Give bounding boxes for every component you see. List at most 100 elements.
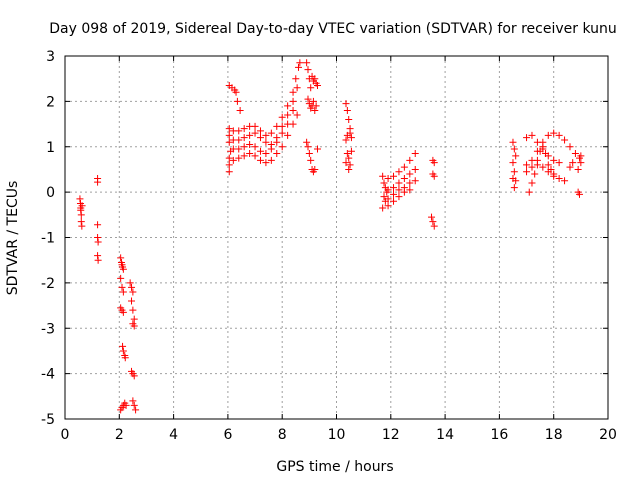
data-point [77,206,85,214]
data-point [246,150,254,158]
data-point [395,193,403,201]
data-point [233,97,241,105]
y-tick-label: -1 [41,231,55,247]
data-point [284,102,292,110]
data-point [273,150,281,158]
x-tick-label: 20 [599,427,617,443]
data-point [406,186,414,194]
data-point [232,88,240,96]
data-point [379,204,387,212]
data-point [400,163,408,171]
data-point [262,131,270,139]
data-point [406,170,414,178]
x-tick-label: 2 [115,427,124,443]
data-point [229,156,237,164]
data-point [235,154,243,162]
data-point [345,154,353,162]
data-point [94,221,102,229]
data-point [566,163,574,171]
data-point [235,145,243,153]
data-point [384,175,392,183]
data-point [343,106,351,114]
data-point [278,129,286,137]
data-point [509,159,517,167]
data-point [400,175,408,183]
data-point [539,163,547,171]
data-point [550,170,558,178]
data-point [428,213,436,221]
data-point [525,188,533,196]
y-tick-label: 1 [46,140,55,156]
data-point [240,125,248,133]
data-point [395,179,403,187]
data-point [384,202,392,210]
data-point [267,145,275,153]
data-point [122,401,130,409]
data-point [225,131,233,139]
data-point [284,111,292,119]
data-point [547,165,555,173]
data-point [544,161,552,169]
y-tick-label: -5 [41,412,55,428]
data-point [406,179,414,187]
data-point [550,156,558,164]
data-point [346,161,354,169]
x-axis-label: GPS time / hours [276,459,393,475]
data-point [251,143,259,151]
data-point [117,254,125,262]
data-point [130,372,138,380]
data-point [256,147,264,155]
data-point [304,95,312,103]
data-point [430,222,438,230]
data-point [533,156,541,164]
data-point [251,122,259,130]
data-point [342,136,350,144]
data-point [380,193,388,201]
data-point [94,238,102,246]
data-point [311,106,319,114]
data-point [342,159,350,167]
data-point [289,106,297,114]
data-point [390,184,398,192]
data-point [528,179,536,187]
data-point [574,165,582,173]
data-point [293,84,301,92]
data-point [119,288,127,296]
data-point [118,283,126,291]
data-point [130,401,138,409]
data-point [342,100,350,108]
data-point [523,134,531,142]
data-point [347,134,355,142]
grid-lines [65,56,608,419]
x-tick-label: 10 [328,427,346,443]
x-tick-label: 6 [223,427,232,443]
data-point [509,138,517,146]
data-point [305,150,313,158]
data-point [129,397,137,405]
data-point [577,159,585,167]
data-point [311,165,319,173]
data-point [225,125,233,133]
data-point [510,184,518,192]
data-point [94,234,102,241]
data-point [77,211,85,219]
data-point [129,306,137,314]
x-tick-label: 16 [490,427,508,443]
data-point [343,150,351,158]
data-point [78,222,86,230]
data-point [278,122,286,130]
data-point [313,81,321,89]
data-point [411,177,419,185]
data-point [510,145,518,153]
data-point [571,150,579,158]
data-point [411,150,419,158]
data-point [76,195,84,203]
data-point [267,156,275,164]
y-tick-label: -2 [41,276,55,292]
data-point [555,159,563,167]
data-point [390,172,398,180]
x-tick-label: 18 [545,427,563,443]
data-point [292,75,300,83]
